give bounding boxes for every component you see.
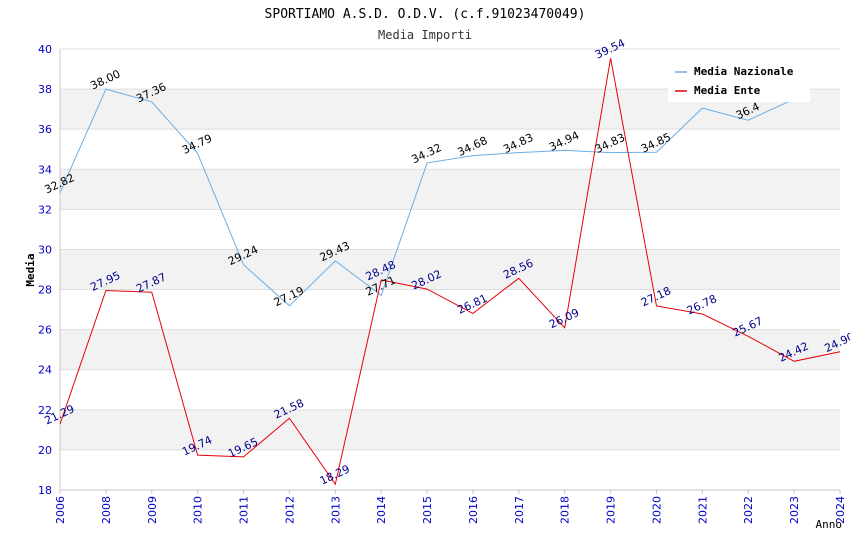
x-tick-label: 2021 <box>696 496 709 524</box>
x-tick-label: 2024 <box>834 496 847 524</box>
y-axis-label: Media <box>24 253 37 286</box>
y-tick-label: 36 <box>38 123 52 136</box>
x-tick-label: 2014 <box>375 496 388 524</box>
x-tick-label: 2006 <box>54 496 67 524</box>
y-tick-label: 28 <box>38 284 52 297</box>
y-tick-label: 20 <box>38 444 52 457</box>
data-label: 34.32 <box>410 141 444 166</box>
background-bands <box>60 89 840 450</box>
y-tick-label: 30 <box>38 243 52 256</box>
x-tick-label: 2023 <box>788 496 801 524</box>
data-label: 39.54 <box>593 37 627 62</box>
grid-band <box>60 169 840 210</box>
x-tick-label: 2008 <box>100 496 113 524</box>
series-line-media-ente <box>59 58 841 486</box>
x-tick-label: 2012 <box>283 496 296 524</box>
x-axis-label: Anno <box>816 518 843 531</box>
x-tick-labels: 2006 2008 2009 2010 2011 2012 2013 2014 2015 2016… <box>54 496 847 524</box>
chart-title: SPORTIAMO A.S.D. O.D.V. (c.f.91023470049… <box>265 7 586 22</box>
x-tick-label: 2019 <box>605 496 618 524</box>
x-tick-label: 2015 <box>421 496 434 524</box>
grid-band <box>60 249 840 290</box>
y-tick-label: 32 <box>38 203 52 216</box>
chart-subtitle: Media Importi <box>378 28 472 42</box>
y-tick-label: 26 <box>38 324 52 337</box>
x-tick-label: 2011 <box>238 496 251 524</box>
series-lines <box>59 58 841 486</box>
y-tick-label: 38 <box>38 83 52 96</box>
x-tick-label: 2020 <box>650 496 663 524</box>
x-tick-label: 2013 <box>329 496 342 524</box>
x-tick-label: 2018 <box>559 496 572 524</box>
legend-box <box>668 60 810 102</box>
y-tick-label: 18 <box>38 484 52 497</box>
x-tick-label: 2010 <box>192 496 205 524</box>
legend: Media Nazionale Media Ente <box>668 60 810 102</box>
y-tick-label: 40 <box>38 43 52 56</box>
x-tick-label: 2009 <box>146 496 159 524</box>
y-tick-label: 34 <box>38 163 52 176</box>
x-tick-label: 2022 <box>742 496 755 524</box>
legend-label-media-ente: Media Ente <box>694 84 761 97</box>
grid-band <box>60 329 840 370</box>
y-tick-label: 24 <box>38 364 52 377</box>
grid-band <box>60 409 840 450</box>
y-tick-labels: 18 20 22 24 26 28 30 32 34 36 38 40 <box>38 43 52 497</box>
series-line-media-nazionale <box>59 88 795 307</box>
y-tick-label: 22 <box>38 404 52 417</box>
legend-label-media-nazionale: Media Nazionale <box>694 65 794 78</box>
x-tick-label: 2016 <box>467 496 480 524</box>
x-tick-label: 2017 <box>513 496 526 524</box>
